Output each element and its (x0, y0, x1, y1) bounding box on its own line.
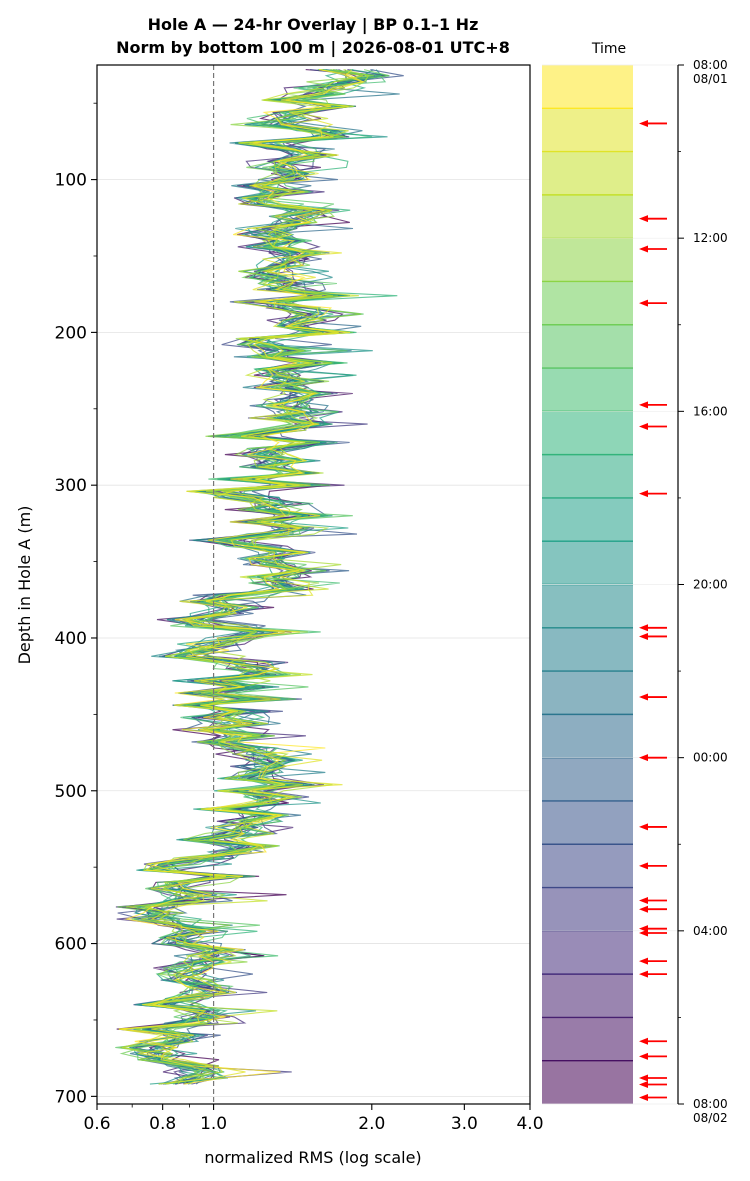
event-marker-arrowhead-3 (639, 245, 648, 253)
time-tick-label-16: 00:00 (693, 751, 728, 765)
y-tick-label-600: 600 (55, 935, 87, 955)
colorbar-gridlines (542, 64, 678, 1105)
event-marker-arrowhead-19 (639, 970, 648, 978)
x-tick-label-4: 4.0 (516, 1114, 543, 1134)
y-tick-label-200: 200 (55, 323, 87, 343)
x-tick-label-1: 1.0 (200, 1114, 227, 1134)
time-tick-label-24: 08:00 (693, 1097, 728, 1111)
event-marker-arrowhead-15 (639, 905, 648, 913)
y-tick-label-300: 300 (55, 476, 87, 496)
colorbar-band-14 (542, 627, 633, 672)
colorbar-band-8 (542, 368, 633, 412)
event-marker-arrowhead-2 (639, 215, 648, 223)
colorbar-band-16 (542, 714, 633, 758)
colorbar-band-23 (542, 1017, 633, 1061)
colorbar-band-19 (542, 844, 633, 888)
y-axis-label: Depth in Hole A (m) (15, 506, 34, 665)
event-marker-arrowhead-10 (639, 693, 648, 701)
event-marker-arrowhead-13 (639, 862, 648, 870)
chart-title-line1: Hole A — 24-hr Overlay | BP 0.1–1 Hz (148, 15, 479, 35)
time-tick-label-8: 16:00 (693, 404, 728, 418)
event-marker-arrowhead-17 (639, 929, 648, 937)
y-tick-label-400: 400 (55, 629, 87, 649)
colorbar-band-10 (542, 454, 633, 498)
x-tick-label-3: 3.0 (451, 1114, 478, 1134)
profile-series-3 (118, 69, 363, 1085)
time-tick-label-4: 12:00 (693, 231, 728, 245)
event-marker-arrowhead-22 (639, 1074, 648, 1082)
profile-series-group (115, 69, 404, 1085)
event-marker-arrowhead-24 (639, 1094, 648, 1102)
colorbar-bands (542, 65, 633, 1104)
colorbar-band-3 (542, 151, 633, 195)
event-marker-arrowhead-1 (639, 119, 648, 127)
x-axis: 0.6 0.8 1.0 2.0 3.0 4.0 (83, 1104, 544, 1134)
time-tick-label-12: 20:00 (693, 578, 728, 592)
colorbar-band-9 (542, 411, 633, 455)
profile-series-7 (115, 69, 369, 1085)
time-tick-label-20: 04:00 (693, 924, 728, 938)
time-tick-date-24: 08/02 (693, 1111, 728, 1125)
colorbar-band-15 (542, 671, 633, 715)
colorbar-band-21 (542, 930, 633, 975)
profile-series-1 (119, 69, 365, 1085)
colorbar-band-5 (542, 238, 633, 282)
event-marker-arrowhead-21 (639, 1052, 648, 1060)
time-tick-label-0: 08:00 (693, 58, 728, 72)
event-markers (639, 119, 667, 1102)
y-tick-label-500: 500 (55, 782, 87, 802)
chart-title-line2: Norm by bottom 100 m | 2026-08-01 UTC+8 (116, 38, 510, 58)
colorbar-band-11 (542, 497, 633, 542)
colorbar-band-7 (542, 324, 633, 369)
colorbar-band-20 (542, 887, 633, 931)
event-marker-arrowhead-4 (639, 299, 648, 307)
event-marker-arrowhead-7 (639, 490, 648, 498)
colorbar-band-1 (542, 65, 633, 109)
colorbar-band-13 (542, 584, 633, 628)
event-marker-arrowhead-14 (639, 897, 648, 905)
event-marker-arrowhead-8 (639, 624, 648, 632)
x-tick-label-0.6: 0.6 (83, 1114, 110, 1134)
event-marker-arrowhead-18 (639, 957, 648, 965)
y-tick-label-700: 700 (55, 1087, 87, 1107)
event-marker-arrowhead-5 (639, 401, 648, 409)
event-marker-arrowhead-6 (639, 422, 648, 430)
plot-frame (96, 64, 531, 1105)
x-axis-label: normalized RMS (log scale) (204, 1148, 421, 1167)
colorbar-title: Time (591, 41, 626, 57)
y-axis: 100 200 300 400 500 600 700 (55, 102, 97, 1107)
time-tick-date-0: 08/01 (693, 72, 728, 86)
x-tick-label-0.8: 0.8 (149, 1114, 176, 1134)
colorbar-band-18 (542, 800, 633, 845)
y-tick-label-100: 100 (55, 171, 87, 191)
colorbar-band-4 (542, 194, 633, 239)
colorbar-band-12 (542, 541, 633, 585)
x-tick-label-2: 2.0 (358, 1114, 385, 1134)
event-marker-arrowhead-23 (639, 1081, 648, 1089)
colorbar-band-6 (542, 281, 633, 325)
event-marker-arrowhead-20 (639, 1037, 648, 1045)
event-marker-arrowhead-9 (639, 632, 648, 640)
colorbar-band-2 (542, 108, 633, 152)
colorbar-band-24 (542, 1060, 633, 1104)
event-marker-arrowhead-11 (639, 754, 648, 762)
time-axis: 08:0008/0112:0016:0020:0000:0004:0008:00… (678, 58, 728, 1125)
colorbar-band-22 (542, 974, 633, 1018)
colorbar-band-17 (542, 757, 633, 801)
event-marker-arrowhead-12 (639, 823, 648, 831)
